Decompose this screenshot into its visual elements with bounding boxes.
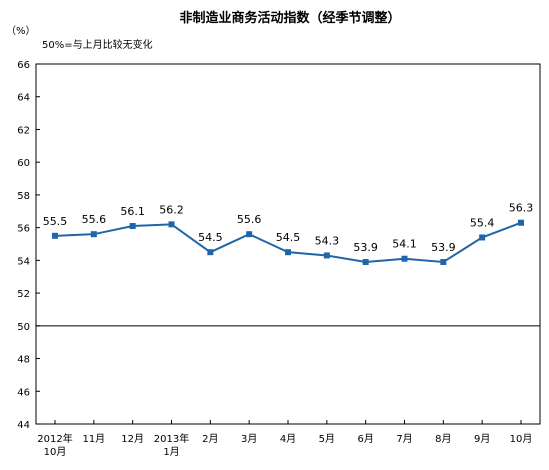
y-tick-label: 66 — [17, 60, 30, 71]
data-point — [440, 259, 447, 265]
data-point — [401, 255, 408, 262]
data-label: 54.5 — [276, 231, 301, 244]
data-label: 55.6 — [82, 213, 107, 226]
data-label: 54.1 — [392, 238, 417, 251]
y-tick-label: 60 — [17, 158, 30, 169]
y-tick-label: 52 — [17, 289, 30, 300]
unit-label: （%） — [6, 25, 36, 37]
y-tick-label: 58 — [17, 191, 30, 202]
x-tick-label: 8月 — [435, 433, 451, 445]
data-label: 54.3 — [315, 234, 340, 247]
data-labels: 55.5 55.6 56.1 56.2 54.5 55.6 54.5 54.3 53.9 54.1… — [43, 202, 534, 254]
x-tick-label: 5月 — [319, 433, 335, 445]
data-point — [362, 259, 369, 265]
data-point — [129, 223, 136, 229]
x-tick-label: 7月 — [396, 433, 412, 445]
data-point — [246, 231, 253, 238]
data-label: 56.2 — [159, 203, 184, 216]
data-point — [90, 231, 97, 238]
data-label: 53.9 — [431, 241, 456, 254]
chart-note: 50%=与上月比较无变化 — [42, 38, 153, 51]
x-tick-label: 2012年 10月 — [37, 432, 72, 458]
data-point — [518, 219, 524, 226]
data-label: 55.5 — [43, 215, 68, 228]
data-point — [207, 249, 214, 256]
x-tick-label: 2月 — [202, 433, 218, 445]
data-point — [285, 249, 291, 256]
x-axis: 2012年 10月 11月 12月 2013年 1月 2月 3月 4月 5月 6月 7月 8月 9月 10月 — [37, 420, 532, 458]
data-label: 56.3 — [509, 202, 534, 215]
y-tick-label: 62 — [17, 125, 30, 136]
x-tick-label: 2013年 1月 — [154, 432, 189, 458]
y-tick-label: 54 — [17, 256, 30, 267]
x-tick-label: 11月 — [82, 433, 105, 445]
x-tick-label: 10月 — [510, 433, 533, 445]
data-label: 55.4 — [470, 216, 495, 229]
data-point — [479, 234, 486, 241]
data-label: 56.1 — [120, 205, 145, 218]
data-label: 55.6 — [237, 213, 262, 226]
x-tick-label: 12月 — [121, 433, 144, 445]
data-point — [323, 252, 330, 259]
data-point — [52, 232, 58, 239]
x-tick-label: 9月 — [474, 433, 490, 445]
y-axis: 44 46 48 50 52 54 56 58 60 62 64 66 — [17, 60, 40, 431]
y-tick-label: 56 — [17, 224, 30, 235]
y-tick-label: 44 — [17, 420, 30, 431]
data-point — [168, 221, 175, 228]
y-tick-label: 64 — [17, 93, 30, 104]
y-tick-label: 46 — [17, 387, 30, 398]
data-label: 54.5 — [198, 231, 223, 244]
y-tick-label: 50 — [17, 322, 30, 333]
chart-title: 非制造业商务活动指数（经季节调整） — [179, 10, 400, 26]
x-tick-label: 3月 — [241, 433, 257, 445]
data-points — [52, 219, 524, 265]
x-tick-label: 6月 — [357, 433, 373, 445]
x-tick-label: 4月 — [280, 433, 296, 445]
y-tick-label: 48 — [17, 355, 30, 366]
data-label: 53.9 — [353, 241, 378, 254]
